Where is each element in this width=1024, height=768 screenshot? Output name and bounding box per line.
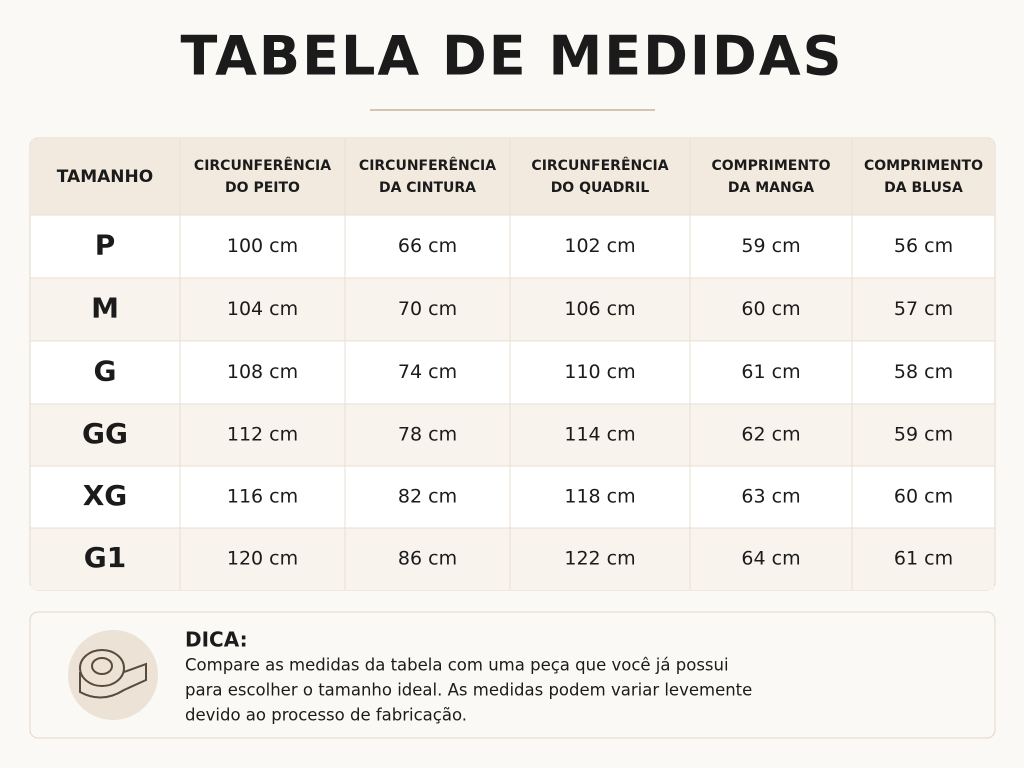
measure-cell: 66 cm [398,235,457,257]
header-cell: DO QUADRIL [551,180,650,196]
measure-cell: 56 cm [894,235,953,257]
measure-cell: 122 cm [564,548,635,570]
size-cell: XG [83,479,128,512]
measure-cell: 82 cm [398,486,457,508]
measure-cell: 58 cm [894,361,953,383]
header-cell: COMPRIMENTO [711,158,830,174]
header-cell: DA MANGA [728,180,814,196]
measure-cell: 59 cm [741,235,800,257]
tip-box [29,611,996,739]
header-cell: CIRCUNFERÊNCIA [194,157,331,174]
measure-cell: 70 cm [398,298,457,320]
measure-cell: 114 cm [564,424,635,446]
measure-cell: 116 cm [227,486,298,508]
measure-cell: 60 cm [741,298,800,320]
measure-cell: 60 cm [894,486,953,508]
measure-cell: 61 cm [741,361,800,383]
row-bg [31,528,994,590]
tip-line: Compare as medidas da tabela com uma peç… [185,656,729,675]
tip-title: DICA: [185,628,248,652]
measure-cell: 74 cm [398,361,457,383]
header-cell: DA CINTURA [379,180,476,196]
size-cell: G1 [84,541,126,574]
header-cell: DA BLUSA [884,180,963,196]
measure-cell: 104 cm [227,298,298,320]
measure-cell: 106 cm [564,298,635,320]
measure-cell: 120 cm [227,548,298,570]
measure-cell: 110 cm [564,361,635,383]
row-bg [31,278,994,341]
table: TAMANHO CIRCUNFERÊNCIA DO PEITO CIRCUNFERÊN… [29,137,996,591]
measure-cell: 100 cm [227,235,298,257]
header-cell: TAMANHO [57,167,153,187]
header-bg [31,139,994,215]
measure-cell: 118 cm [564,486,635,508]
measure-cell: 62 cm [741,424,800,446]
measure-cell: 64 cm [741,548,800,570]
measure-cell: 108 cm [227,361,298,383]
measure-cell: 102 cm [564,235,635,257]
measure-cell: 86 cm [398,548,457,570]
size-cell: P [95,229,116,262]
header-cell: COMPRIMENTO [864,158,983,174]
size-cell: GG [82,417,128,450]
measure-cell: 59 cm [894,424,953,446]
size-cell: G [94,355,117,388]
tip-line: devido ao processo de fabricação. [185,706,467,725]
row-bg [31,404,994,466]
header-cell: DO PEITO [225,180,300,196]
measure-cell: 112 cm [227,424,298,446]
title: TABELA DE MEDIDAS [180,25,843,88]
measure-cell: 57 cm [894,298,953,320]
tip-text: Compare as medidas da tabela com uma peç… [185,656,752,725]
tip-line: para escolher o tamanho ideal. As medida… [185,681,752,700]
header-cell: CIRCUNFERÊNCIA [359,157,496,174]
measure-cell: 61 cm [894,548,953,570]
header-cell: CIRCUNFERÊNCIA [531,157,668,174]
size-cell: M [91,292,119,325]
measure-cell: 63 cm [741,486,800,508]
measure-cell: 78 cm [398,424,457,446]
tape-icon [68,630,158,720]
